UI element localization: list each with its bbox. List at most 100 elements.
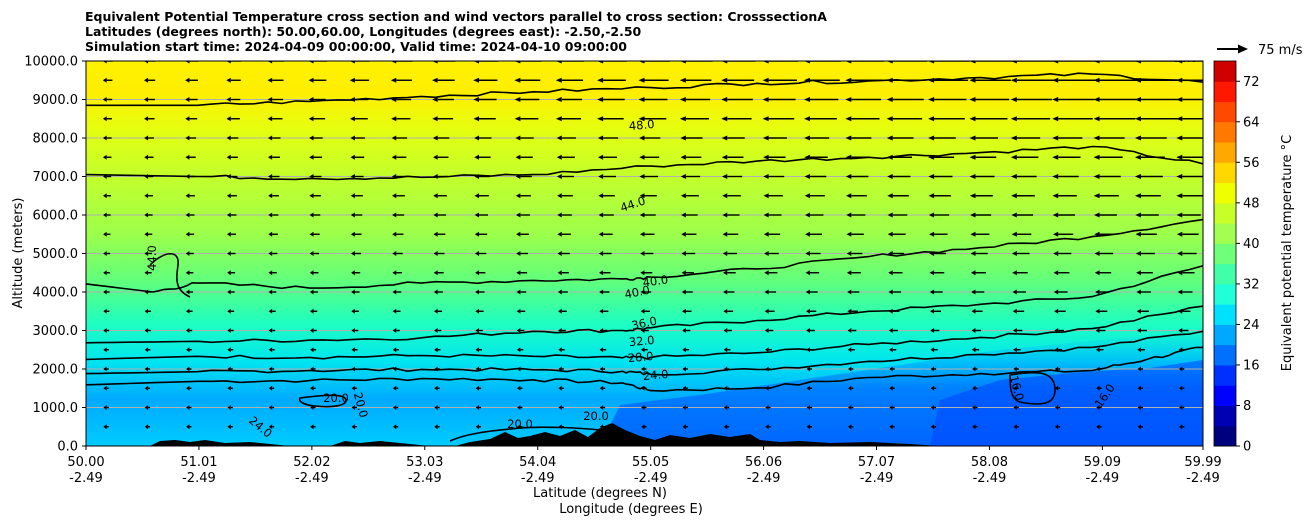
wind-vector-head [1095, 347, 1100, 353]
contour-label: 20.0 [323, 391, 349, 405]
wind-vector-head [557, 212, 562, 218]
wind-vector-head [349, 77, 355, 83]
wind-vector-head [928, 77, 935, 83]
wind-vector-head [434, 405, 438, 410]
wind-vector-head [144, 328, 149, 333]
wind-vector-head [1013, 424, 1017, 430]
wind-vector-head [639, 154, 645, 160]
wind-vector-head [599, 385, 604, 391]
wind-vector-head [1052, 97, 1059, 102]
wind-vector-head [723, 289, 728, 295]
wind-vector-head [722, 174, 728, 179]
wind-vector-head [309, 270, 314, 276]
wind-vector-head [185, 97, 190, 102]
wind-vector-head [679, 61, 686, 64]
wind-vector-head [226, 135, 231, 141]
wind-vector-head [103, 385, 107, 391]
wind-vector-head [1179, 424, 1183, 430]
wind-vector-head [1134, 61, 1141, 64]
x-axis-label-latitude: Latitude (degrees N) [533, 486, 667, 501]
wind-vector-head [185, 251, 190, 256]
wind-vector-head [640, 251, 645, 256]
wind-vector-head [765, 424, 769, 430]
wind-vector-head [557, 251, 562, 256]
wind-vector-head [969, 61, 976, 64]
wind-vector-head [969, 116, 976, 122]
wind-vector-head [846, 251, 852, 256]
wind-vector-head [723, 308, 728, 314]
contour-32 [86, 305, 1203, 361]
wind-vector-head [640, 328, 645, 333]
colorbar-tick-label: 16 [1243, 358, 1260, 373]
wind-vector-head [804, 193, 810, 199]
wind-vector-head [597, 61, 604, 64]
wind-vector-head [1177, 289, 1183, 295]
wind-vector-head [434, 424, 438, 430]
wind-vector-head [970, 270, 976, 276]
wind-vector-head [516, 270, 521, 276]
wind-vector-head [144, 97, 149, 102]
wind-vector-head [392, 231, 397, 237]
wind-vector-head [185, 116, 190, 122]
wind-vector-head [349, 97, 355, 102]
wind-vector-head [268, 308, 273, 314]
wind-vector-head [557, 289, 562, 295]
colorbar-segment [1214, 324, 1236, 346]
colorbar-segment [1214, 142, 1236, 163]
contour-label: 36.0 [630, 314, 658, 333]
wind-vector-head [641, 366, 645, 372]
wind-vector-head [392, 251, 397, 256]
wind-vector-head [806, 385, 810, 391]
wind-vector-head [474, 231, 480, 237]
x-tick-label-lat: 59.09 [1084, 455, 1121, 470]
colorbar-segment [1214, 81, 1236, 103]
wind-vector-head [969, 154, 976, 160]
wind-vector-head [1179, 405, 1183, 410]
wind-vector-head [432, 135, 438, 141]
wind-vector-head [1013, 385, 1017, 391]
wind-vector-head [103, 405, 107, 410]
wind-vector-head [638, 97, 645, 102]
wind-vector-head [1137, 405, 1141, 410]
colorbar-segment [1214, 61, 1236, 82]
wind-vector-head [1176, 77, 1183, 83]
wind-vector-head [971, 347, 976, 353]
wind-vector-head [1010, 174, 1017, 179]
y-tick-label: 4000.0 [33, 286, 79, 301]
wind-vector-head [680, 154, 686, 160]
wind-vectors [102, 61, 1203, 430]
contour-label: 40.0 [642, 272, 669, 289]
chart-title: Equivalent Potential Temperature cross s… [85, 9, 827, 54]
wind-vector-head [103, 251, 107, 256]
wind-vector-head [226, 212, 231, 218]
wind-vector-head [597, 77, 604, 83]
wind-vector-head [723, 347, 728, 353]
wind-vector-head [721, 135, 728, 141]
wind-vector-head [103, 193, 107, 199]
wind-vector-head [227, 405, 231, 410]
quiver-key: 75 m/s [1217, 43, 1303, 58]
wind-vector-head [1011, 212, 1017, 218]
wind-vector-head [517, 405, 521, 410]
wind-vector-head [722, 251, 728, 256]
wind-vector-head [972, 385, 976, 391]
wind-vector-head [1053, 270, 1059, 276]
wind-vector-head [970, 251, 976, 256]
wind-vector-head [639, 193, 645, 199]
wind-vector-head [723, 405, 728, 410]
wind-vector-head [721, 154, 728, 160]
wind-vector-head [599, 270, 604, 276]
wind-vector-head [144, 308, 149, 314]
wind-vector-head [638, 77, 645, 83]
colorbar-segment [1214, 121, 1236, 143]
x-tick-label-lon: -2.49 [634, 471, 668, 486]
contour-label: 40.0 [623, 283, 651, 302]
colorbar-tick-label: 0 [1243, 440, 1251, 455]
wind-vector-head [1137, 366, 1141, 372]
wind-vector-head [515, 154, 521, 160]
quiver-key-label: 75 m/s [1258, 43, 1303, 58]
wind-vector-head [1010, 97, 1017, 102]
wind-vector-head [845, 61, 852, 64]
wind-vector-head [349, 116, 355, 122]
wind-vector-head [475, 308, 480, 314]
